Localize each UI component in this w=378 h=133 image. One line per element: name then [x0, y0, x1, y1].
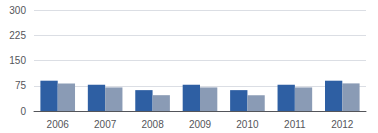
- svg-text:2011: 2011: [284, 119, 306, 130]
- svg-text:2010: 2010: [236, 119, 259, 130]
- svg-text:300: 300: [9, 5, 26, 16]
- svg-text:2006: 2006: [47, 119, 70, 130]
- svg-text:2008: 2008: [141, 119, 164, 130]
- svg-text:225: 225: [9, 30, 26, 41]
- svg-text:75: 75: [15, 80, 27, 91]
- svg-text:2009: 2009: [189, 119, 212, 130]
- svg-text:150: 150: [9, 55, 26, 66]
- svg-text:2007: 2007: [94, 119, 117, 130]
- svg-text:2012: 2012: [331, 119, 354, 130]
- svg-text:0: 0: [20, 106, 26, 117]
